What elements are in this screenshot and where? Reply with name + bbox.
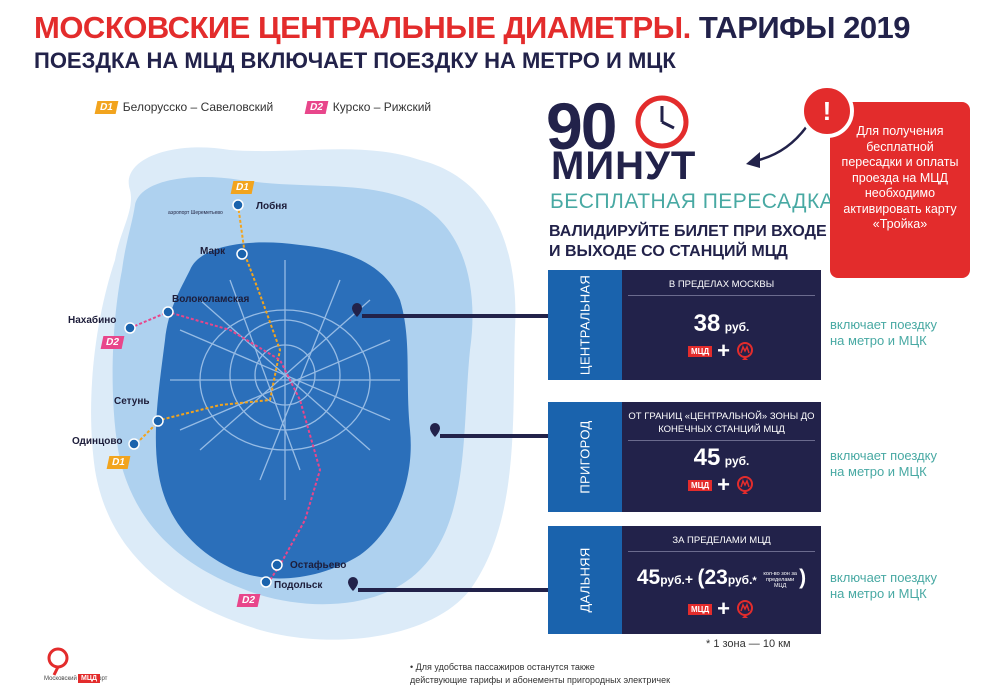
zone-far-main: ЗА ПРЕДЕЛАМИ МЦД 45руб.+ (23руб.* кол-во… bbox=[622, 526, 821, 634]
connector-far bbox=[358, 588, 548, 592]
title-dark: ТАРИФЫ 2019 bbox=[698, 10, 911, 45]
zone-far-extra-rub: руб. bbox=[727, 573, 753, 587]
zone-far-plus: МЦД + bbox=[622, 596, 821, 622]
map-pins bbox=[348, 303, 440, 591]
station-nakhabino: Нахабино bbox=[68, 315, 117, 326]
mcd-badge: МЦД bbox=[687, 479, 713, 491]
mcd-badge: МЦД bbox=[687, 345, 713, 357]
metro-icon bbox=[737, 600, 754, 618]
zone-suburb-plus: МЦД + bbox=[622, 472, 821, 498]
station-airport: аэропорт Шереметьево bbox=[168, 210, 223, 216]
bottom-note: • Для удобства пассажиров останутся такж… bbox=[410, 661, 670, 687]
d2-line bbox=[129, 310, 322, 581]
zone-suburb-price: 45 руб. bbox=[622, 444, 821, 472]
legend-d1-label: Белорусско – Савеловский bbox=[122, 100, 274, 114]
zone-far-includes: включает поездку на метро и МЦК bbox=[830, 570, 937, 601]
zone-suburb-includes: включает поездку на метро и МЦК bbox=[830, 448, 937, 479]
title-red: МОСКОВСКИЕ ЦЕНТРАЛЬНЫЕ ДИАМЕТРЫ. bbox=[34, 10, 691, 45]
zone-far-extra-num: 23 bbox=[704, 566, 728, 589]
validate-line1: ВАЛИДИРУЙТЕ БИЛЕТ ПРИ ВХОДЕ bbox=[549, 223, 827, 240]
alert-box: Для получения бесплатной пересадки и опл… bbox=[830, 102, 970, 278]
legend-d1: D1 Белорусско – Савеловский bbox=[94, 100, 274, 114]
promo-unit: МИНУТ bbox=[551, 144, 697, 188]
zone-far-price-rub: руб. bbox=[660, 573, 685, 587]
zone-suburb-head: ОТ ГРАНИЦ «ЦЕНТРАЛЬНОЙ» ЗОНЫ ДО КОНЕЧНЫХ… bbox=[628, 410, 815, 441]
validate-text: ВАЛИДИРУЙТЕ БИЛЕТ ПРИ ВХОДЕ И ВЫХОДЕ СО … bbox=[549, 222, 827, 262]
zone-central-main: В ПРЕДЕЛАХ МОСКВЫ 38 руб. МЦД + bbox=[622, 270, 821, 380]
station-podolsk: Подольск bbox=[274, 580, 323, 591]
zone-far-extra-note: кол-во зон за пределами МЦД bbox=[763, 570, 797, 589]
zone-far-side: ДАЛЬНЯЯ bbox=[548, 526, 622, 634]
station-mark: Марк bbox=[200, 246, 226, 257]
moscow-transport-logo-icon bbox=[47, 647, 69, 676]
page-subtitle: ПОЕЗДКА НА МЦД ВКЛЮЧАЕТ ПОЕЗДКУ НА МЕТРО… bbox=[34, 48, 676, 73]
zone-suburb-side: ПРИГОРОД bbox=[548, 402, 622, 512]
connector-suburb bbox=[440, 434, 548, 438]
zone-suburb-price-num: 45 bbox=[693, 444, 721, 471]
map-tag-d1-top: D1 bbox=[230, 181, 255, 194]
map-tag-d1-left: D1 bbox=[106, 456, 131, 469]
legend-d2-label: Курско – Рижский bbox=[332, 100, 432, 114]
zone-central-name: ЦЕНТРАЛЬНАЯ bbox=[577, 274, 593, 376]
alert-text: Для получения бесплатной пересадки и опл… bbox=[841, 124, 959, 231]
map-tag-d2-left: D2 bbox=[100, 336, 125, 349]
logo-mcd-badge: МЦД bbox=[78, 674, 100, 683]
zone-far-price-num: 45 bbox=[636, 566, 661, 589]
logo-name: Московский Транспорт bbox=[44, 676, 108, 682]
station-odintsovo: Одинцово bbox=[72, 436, 123, 447]
zone-footnote: * 1 зона — 10 км bbox=[706, 638, 791, 650]
bottom-note-line1: • Для удобства пассажиров останутся такж… bbox=[410, 662, 595, 672]
connector-central bbox=[362, 314, 548, 318]
bottom-note-line2: действующие тарифы и абонементы пригород… bbox=[410, 675, 671, 685]
page-title: МОСКОВСКИЕ ЦЕНТРАЛЬНЫЕ ДИАМЕТРЫ. ТАРИФЫ … bbox=[34, 10, 911, 46]
zone-far-price: 45руб.+ (23руб.* кол-во зон за пределами… bbox=[636, 566, 807, 589]
station-setun: Сетунь bbox=[114, 396, 150, 407]
zone-central: ЦЕНТРАЛЬНАЯ В ПРЕДЕЛАХ МОСКВЫ 38 руб. МЦ… bbox=[548, 270, 821, 380]
zone-central-price-rub: руб. bbox=[724, 320, 750, 334]
map-tag-d2-bottom: D2 bbox=[236, 594, 261, 607]
validate-line2: И ВЫХОДЕ СО СТАНЦИЙ МЦД bbox=[549, 243, 788, 260]
d1-line bbox=[139, 204, 282, 441]
zone-central-head: В ПРЕДЕЛАХ МОСКВЫ bbox=[628, 278, 815, 296]
zone-far: ДАЛЬНЯЯ ЗА ПРЕДЕЛАМИ МЦД 45руб.+ (23руб.… bbox=[548, 526, 821, 634]
zone-suburb-price-rub: руб. bbox=[724, 454, 750, 468]
metro-icon bbox=[737, 342, 754, 360]
zone-suburb: ПРИГОРОД ОТ ГРАНИЦ «ЦЕНТРАЛЬНОЙ» ЗОНЫ ДО… bbox=[548, 402, 821, 512]
zone-central-side: ЦЕНТРАЛЬНАЯ bbox=[548, 270, 622, 380]
promo-number: 90 bbox=[546, 89, 617, 163]
zone-central-plus: МЦД + bbox=[622, 338, 821, 364]
legend-d2: D2 Курско – Рижский bbox=[304, 100, 432, 114]
moscow-region bbox=[155, 242, 411, 579]
zone-suburb-name: ПРИГОРОД bbox=[577, 420, 593, 494]
station-lobnya: Лобня bbox=[256, 201, 288, 212]
station-volokolamskaya: Волоколамская bbox=[172, 294, 250, 305]
mcd-map bbox=[91, 147, 516, 640]
zone-central-price-num: 38 bbox=[693, 310, 721, 337]
zone-central-includes: включает поездку на метро и МЦК bbox=[830, 317, 937, 348]
zone-suburb-main: ОТ ГРАНИЦ «ЦЕНТРАЛЬНОЙ» ЗОНЫ ДО КОНЕЧНЫХ… bbox=[622, 402, 821, 512]
station-ostafyevo: Остафьево bbox=[290, 560, 347, 571]
zone-central-price: 38 руб. bbox=[622, 310, 821, 338]
free-transfer: БЕСПЛАТНАЯ ПЕРЕСАДКА bbox=[550, 190, 835, 213]
mcd-badge: МЦД bbox=[687, 603, 713, 615]
metro-icon bbox=[737, 476, 754, 494]
zone-far-name: ДАЛЬНЯЯ bbox=[577, 547, 593, 613]
alert-icon: ! bbox=[800, 84, 854, 138]
clock-icon bbox=[635, 95, 689, 149]
zone-far-head: ЗА ПРЕДЕЛАМИ МЦД bbox=[628, 534, 815, 552]
